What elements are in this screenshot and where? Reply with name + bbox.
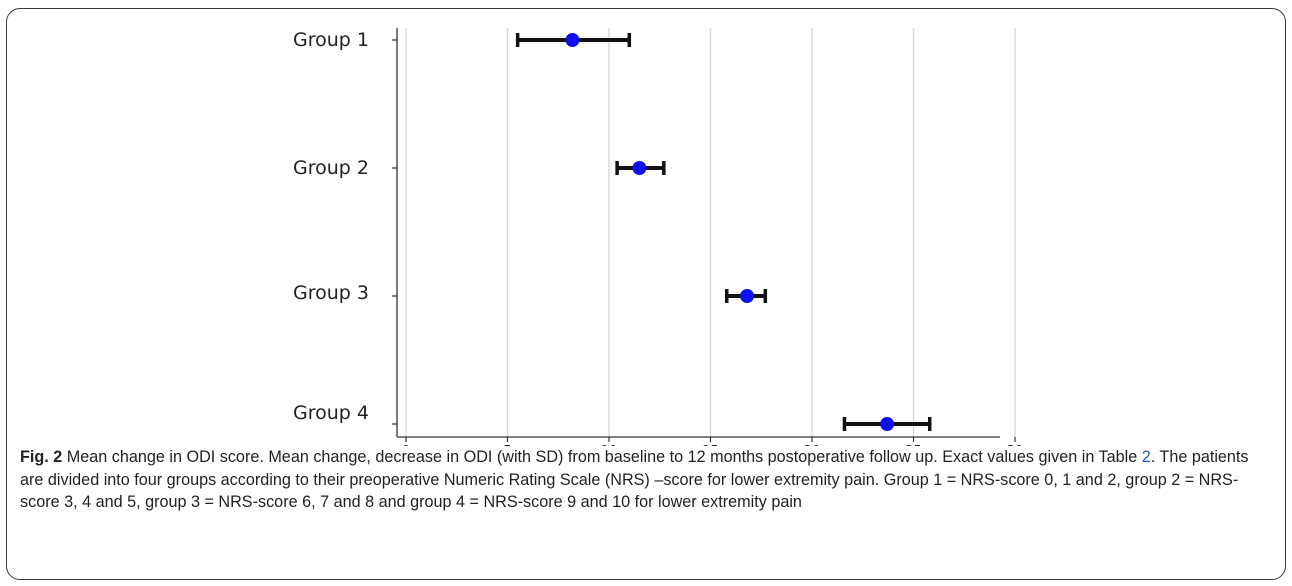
caption-text-part2: . The patients are divided into four gro… xyxy=(20,448,1249,511)
labels-layer: 0 5 10 15 20 25 30 Group 1 Group 2 Group 3 Group 4 xyxy=(293,29,1023,446)
x-tick-label-0: 0 xyxy=(402,444,410,446)
x-tick-label-15: 15 xyxy=(702,444,719,446)
category-label-2: Group 2 xyxy=(293,157,369,179)
category-label-3: Group 3 xyxy=(293,282,369,304)
category-label-1: Group 1 xyxy=(293,29,369,51)
x-tick-label-5: 5 xyxy=(503,444,511,446)
error-bars-layer xyxy=(515,33,932,431)
axis-layer xyxy=(392,28,1016,442)
figure-frame xyxy=(6,8,1286,580)
x-tick-label-10: 10 xyxy=(601,444,618,446)
table-link[interactable]: 2 xyxy=(1141,448,1151,466)
mean-point-4 xyxy=(880,417,895,431)
x-tick-label-20: 20 xyxy=(804,444,821,446)
mean-point-3 xyxy=(740,289,755,303)
x-tick-label-30: 30 xyxy=(1007,444,1024,446)
mean-point-1 xyxy=(565,33,580,47)
caption-text-part1: Mean change in ODI score. Mean change, d… xyxy=(66,448,1138,466)
grid-layer xyxy=(405,28,1016,437)
figure-caption: Fig. 2 Mean change in ODI score. Mean ch… xyxy=(20,446,1275,514)
mean-point-2 xyxy=(632,161,647,175)
caption-label: Fig. 2 xyxy=(20,448,63,466)
x-tick-label-25: 25 xyxy=(905,444,922,446)
error-bar-chart: 0 5 10 15 20 25 30 Group 1 Group 2 Group 3 Group 4 xyxy=(293,28,1023,446)
category-label-4: Group 4 xyxy=(293,402,369,424)
